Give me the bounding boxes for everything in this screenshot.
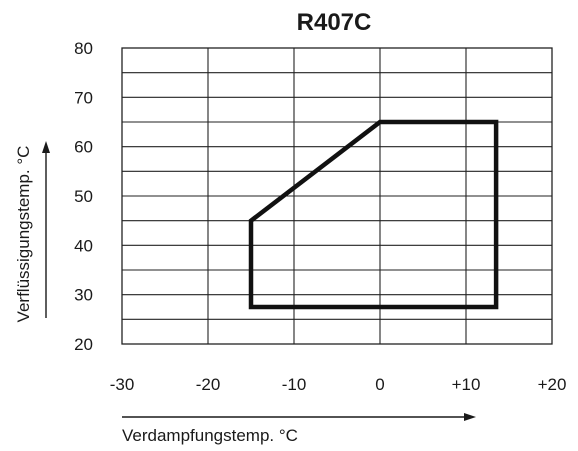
x-axis-title-group: Verdampfungstemp. °C	[122, 413, 476, 445]
y-axis-arrow-head	[42, 141, 50, 153]
x-tick-label: +20	[538, 375, 567, 394]
series-layer	[248, 119, 499, 310]
y-tick-label: 40	[74, 236, 93, 255]
x-tick-label: -20	[196, 375, 221, 394]
series-envelope-line	[248, 119, 499, 310]
x-tick-label: +10	[452, 375, 481, 394]
x-axis-arrow-head	[464, 413, 476, 421]
y-tick-label: 60	[74, 138, 93, 157]
y-axis-title-group: Verflüssigungstemp. °C	[14, 141, 50, 322]
y-axis-ticks: 20 30 40 50 60 70 80	[74, 39, 93, 354]
plot-frame	[121, 47, 553, 345]
x-axis-title: Verdampfungstemp. °C	[122, 426, 298, 445]
grid	[122, 48, 552, 344]
y-tick-label: 80	[74, 39, 93, 58]
x-tick-label: -10	[282, 375, 307, 394]
x-tick-label: 0	[375, 375, 384, 394]
y-tick-label: 30	[74, 286, 93, 305]
y-tick-label: 20	[74, 335, 93, 354]
x-tick-label: -30	[110, 375, 135, 394]
x-axis-ticks: -30 -20 -10 0 +10 +20	[110, 375, 567, 394]
y-tick-label: 50	[74, 187, 93, 206]
chart-title: R407C	[297, 9, 372, 36]
y-tick-label: 70	[74, 88, 93, 107]
y-axis-title: Verflüssigungstemp. °C	[14, 146, 33, 323]
